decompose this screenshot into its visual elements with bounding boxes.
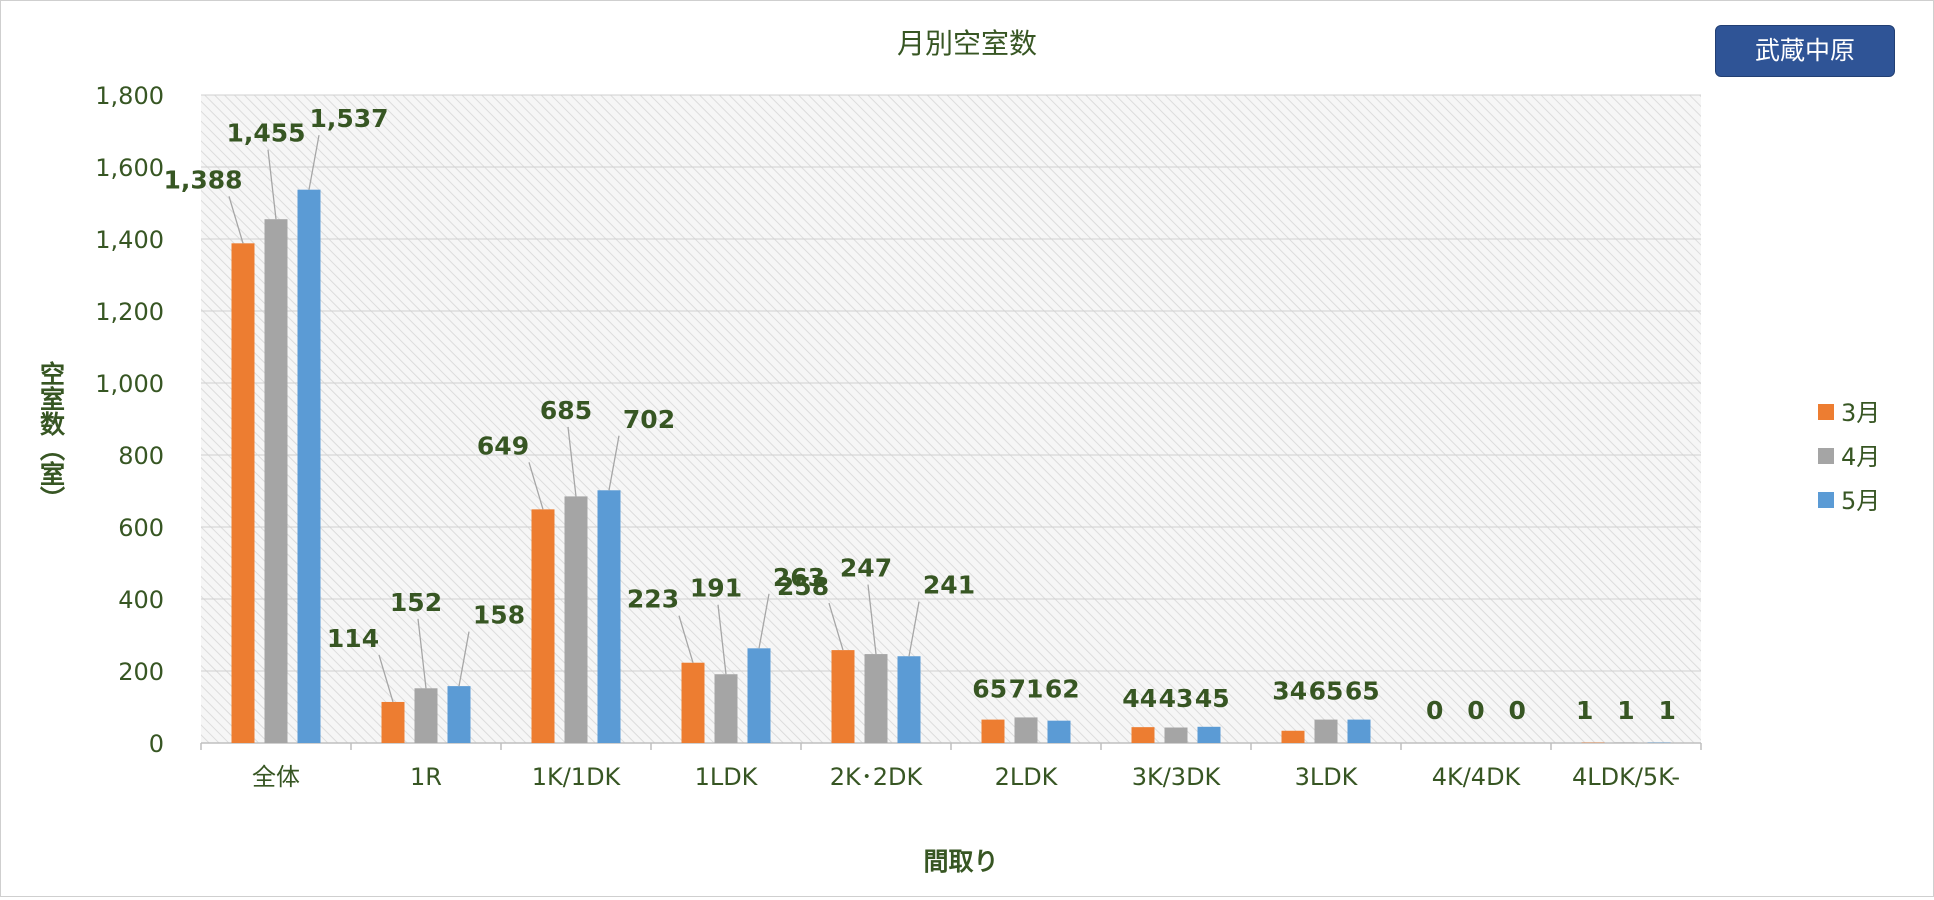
data-label: 1,455 [226, 119, 305, 148]
data-label: 0 [1509, 696, 1526, 725]
bar [598, 490, 621, 743]
legend: 3月 4月 5月 [1818, 399, 1880, 515]
bar [415, 688, 438, 743]
bar [1198, 727, 1221, 743]
bar [1165, 728, 1188, 743]
x-tick-label: 3LDK [1295, 763, 1359, 791]
plot-area [201, 95, 1701, 743]
x-tick-label: 2K･2DK [830, 763, 924, 791]
data-label: 114 [327, 624, 379, 653]
bar [448, 686, 471, 743]
x-tick-label: 1R [410, 763, 442, 791]
bar [865, 654, 888, 743]
x-axis: 全体 1R 1K/1DK 1LDK 2K･2DK 2LDK 3K/3DK 3LDK 4K/4DK… [201, 743, 1701, 791]
data-label: 241 [923, 571, 975, 600]
bar [298, 190, 321, 743]
y-axis: 0 200 400 600 800 1,000 1,200 1,400 1,600 1,800 [95, 82, 164, 758]
data-label: 258 [777, 572, 829, 601]
data-label: 65 [972, 674, 1007, 703]
y-tick-label: 1,600 [95, 154, 164, 182]
data-label: 1,388 [163, 165, 242, 194]
bar [1282, 731, 1305, 743]
bar [682, 663, 705, 743]
bar [748, 648, 771, 743]
bar [532, 509, 555, 743]
legend-swatch [1818, 448, 1834, 464]
x-tick-label: 4K/4DK [1432, 763, 1522, 791]
x-axis-title: 間取り [923, 847, 998, 876]
bar [1132, 727, 1155, 743]
data-label: 34 [1272, 677, 1307, 706]
bar [1348, 720, 1371, 743]
bar [1315, 720, 1338, 743]
y-tick-label: 800 [118, 442, 164, 470]
data-label: 1 [1576, 696, 1593, 725]
bar [1015, 717, 1038, 743]
bar [898, 656, 921, 743]
data-label: 62 [1045, 674, 1080, 703]
data-label: 45 [1195, 684, 1230, 713]
bar [715, 674, 738, 743]
location-badge: 武蔵中原 [1715, 25, 1895, 77]
legend-label: 3月 [1841, 399, 1880, 427]
y-tick-label: 1,000 [95, 370, 164, 398]
data-label: 65 [1309, 677, 1344, 706]
bar [565, 496, 588, 743]
data-label: 1 [1617, 696, 1634, 725]
data-label: 0 [1467, 696, 1484, 725]
data-label: 247 [840, 554, 892, 583]
chart-title: 月別空室数 [897, 27, 1037, 60]
data-label: 649 [477, 431, 529, 460]
data-label: 191 [690, 574, 742, 603]
x-tick-label: 4LDK/5K- [1572, 763, 1680, 791]
data-label: 1,537 [309, 104, 388, 133]
y-tick-label: 600 [118, 514, 164, 542]
data-label: 685 [540, 396, 592, 425]
x-tick-label: 1LDK [695, 763, 759, 791]
data-label: 702 [623, 405, 675, 434]
data-label: 1 [1659, 696, 1676, 725]
legend-label: 4月 [1841, 443, 1880, 471]
data-label: 65 [1345, 677, 1380, 706]
y-tick-label: 1,400 [95, 226, 164, 254]
bar [982, 720, 1005, 743]
data-label: 223 [627, 585, 679, 614]
data-label: 0 [1426, 696, 1443, 725]
data-label: 152 [390, 588, 442, 617]
bar [1048, 721, 1071, 743]
legend-swatch [1818, 492, 1834, 508]
data-label: 43 [1159, 684, 1194, 713]
bar [382, 702, 405, 743]
legend-label: 5月 [1841, 487, 1880, 515]
x-tick-label: 3K/3DK [1132, 763, 1222, 791]
data-label: 158 [473, 601, 525, 630]
data-label: 44 [1122, 684, 1157, 713]
data-label: 71 [1009, 674, 1044, 703]
bar [832, 650, 855, 743]
y-tick-label: 1,800 [95, 82, 164, 110]
y-axis-title: 空室数（室） [37, 360, 66, 511]
y-tick-label: 400 [118, 586, 164, 614]
y-tick-label: 1,200 [95, 298, 164, 326]
x-tick-label: 1K/1DK [532, 763, 622, 791]
y-tick-label: 200 [118, 658, 164, 686]
y-tick-label: 0 [149, 730, 164, 758]
bar [232, 243, 255, 743]
bar [265, 219, 288, 743]
legend-swatch [1818, 404, 1834, 420]
x-tick-label: 2LDK [995, 763, 1059, 791]
x-tick-label: 全体 [252, 763, 300, 791]
